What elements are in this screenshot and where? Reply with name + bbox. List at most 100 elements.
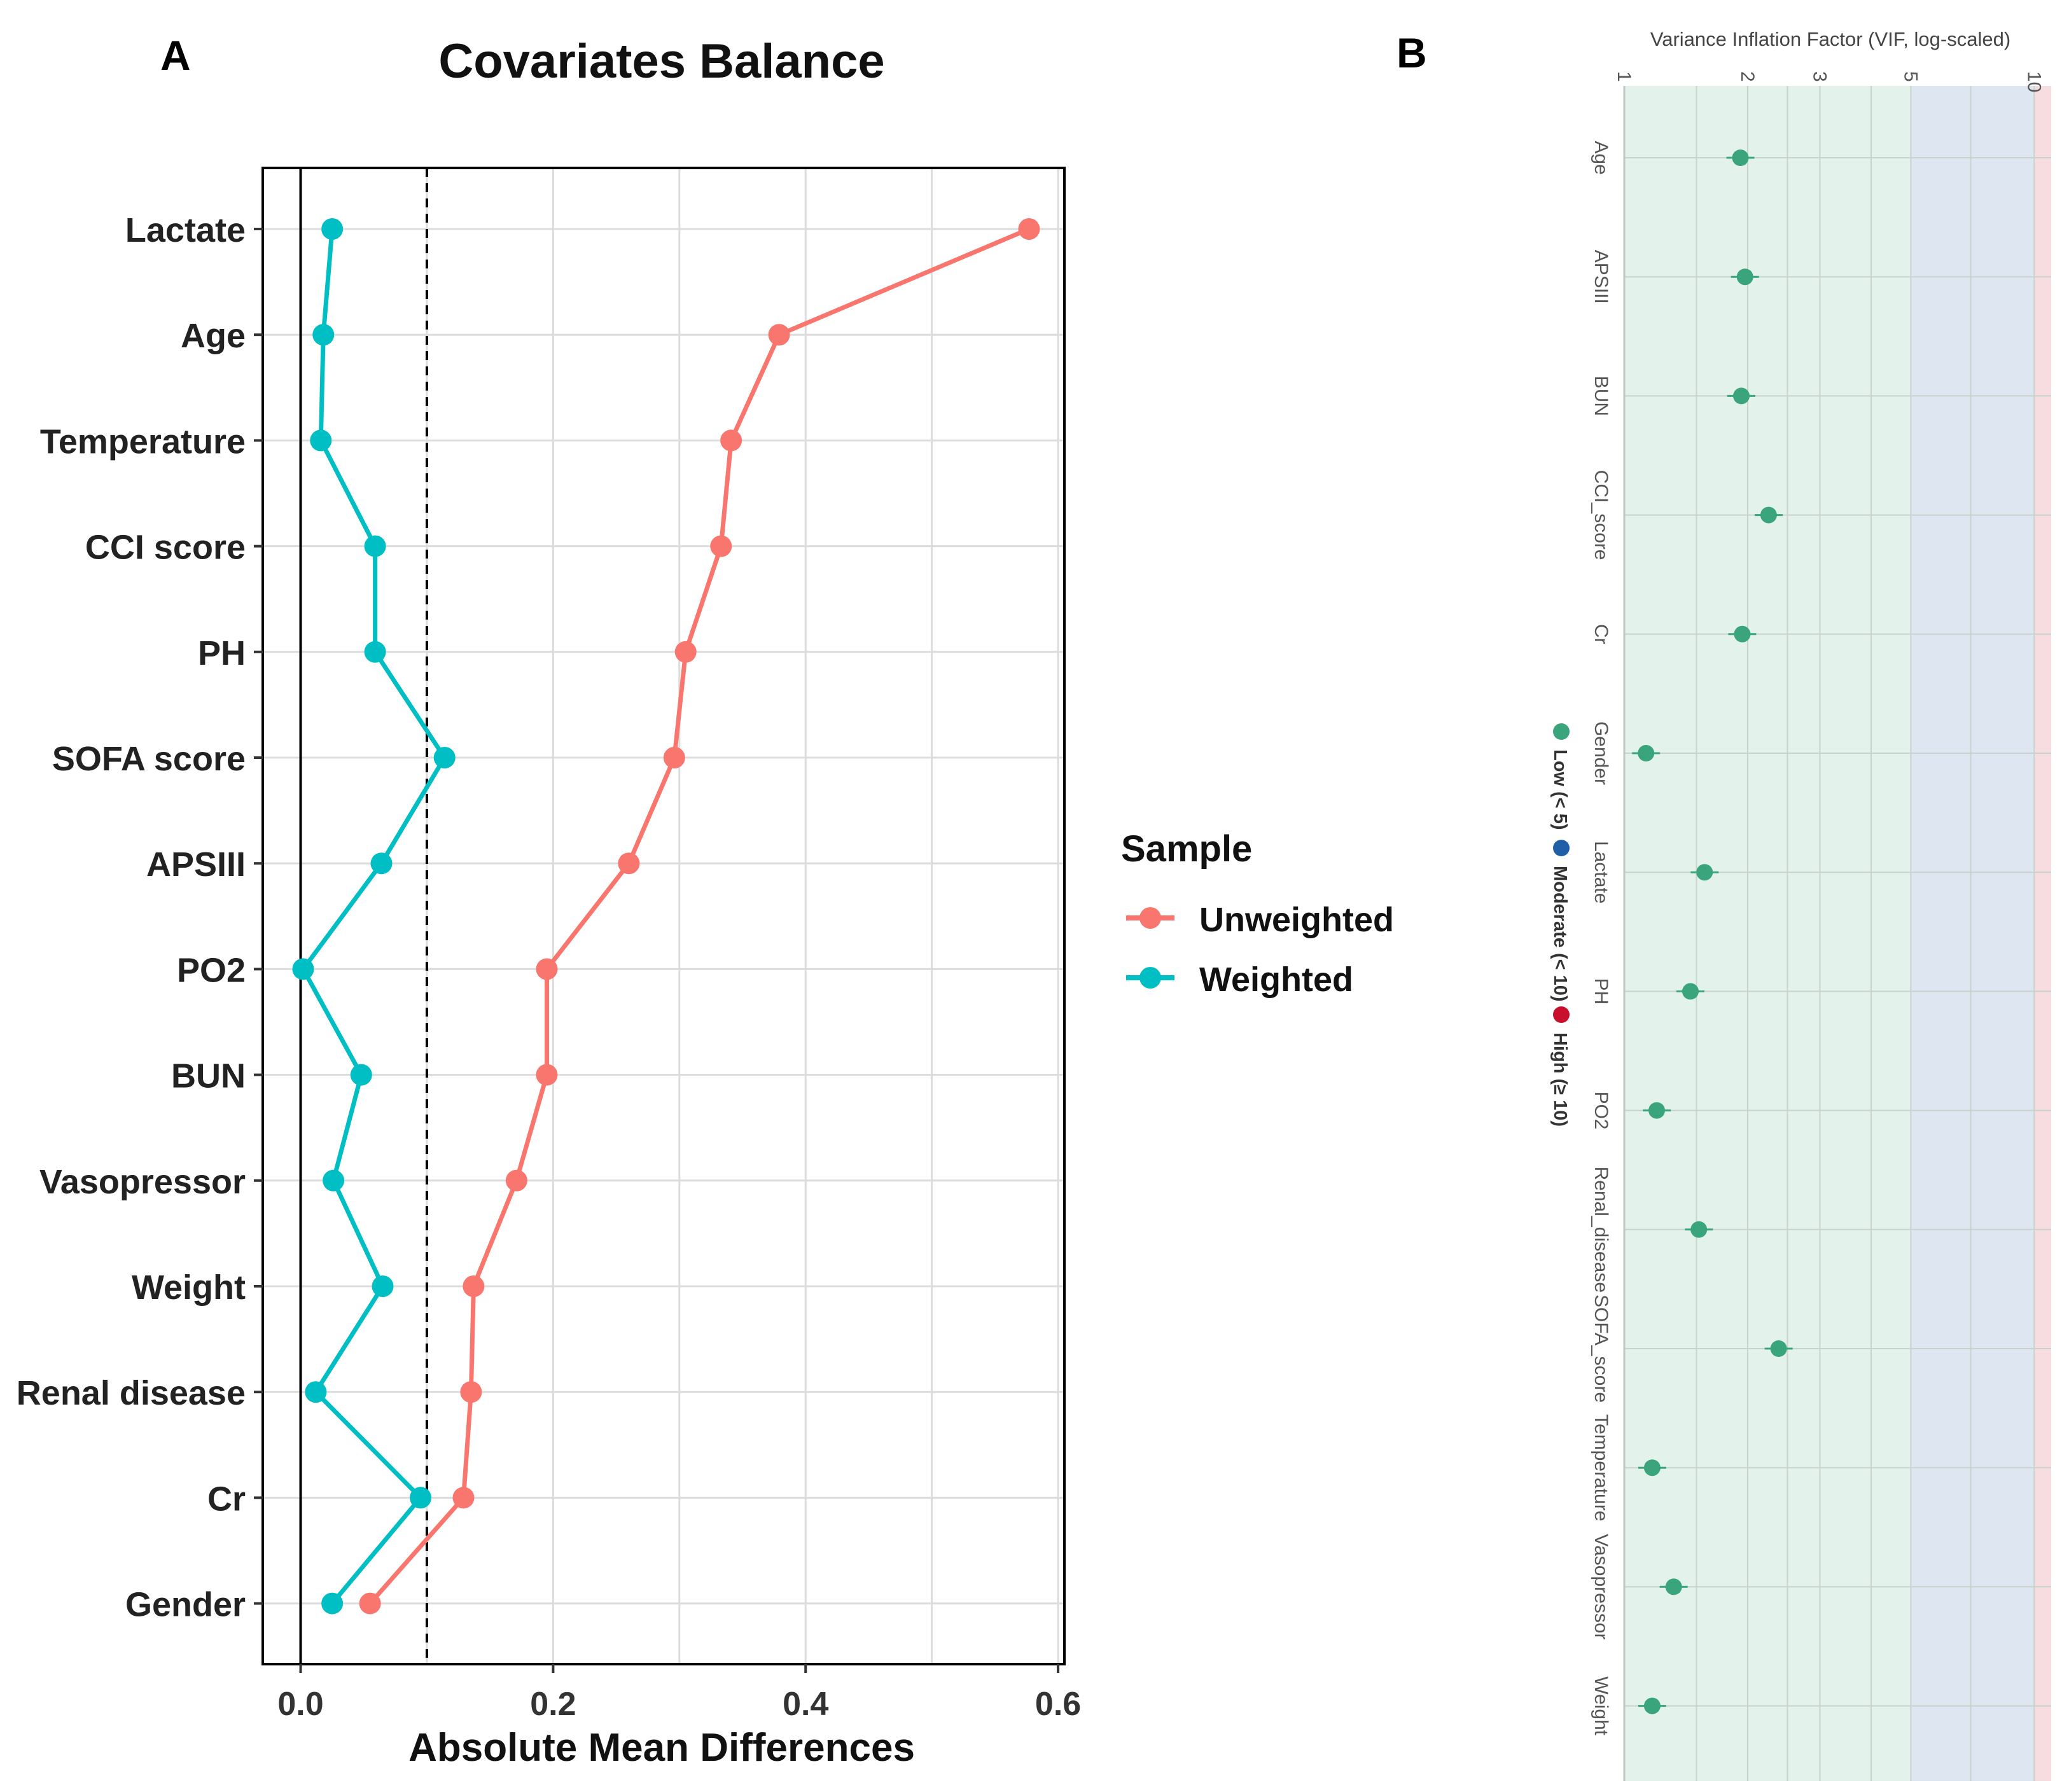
legend-marker-high	[1553, 1006, 1570, 1023]
x-tick-label: 0.0	[277, 1686, 323, 1723]
legend-label-moderate: Moderate (< 10)	[1550, 866, 1570, 1002]
plot-background	[263, 168, 1064, 1664]
point-unweighted-vasopressor	[505, 1169, 527, 1191]
point-unweighted-temperature	[720, 429, 742, 452]
point-unweighted-cci-score	[710, 535, 732, 557]
vif-point-weight	[1643, 1697, 1661, 1714]
x-axis-ticks: 0.0 0.2 0.4 0.6	[277, 1664, 1081, 1723]
y-tick-label-weight: Weight	[132, 1268, 246, 1307]
legend: Sample Unweighted Weighted	[1121, 828, 1394, 999]
point-weighted-lactate	[321, 218, 344, 240]
vif-category-cci-score: CCI_score	[1591, 470, 1612, 560]
y-tick-label-sofa-score: SOFA score	[52, 740, 246, 778]
vif-tick-label: 1	[1613, 71, 1634, 82]
y-tick-label-po2: PO2	[177, 951, 246, 989]
panel-a-label: A	[160, 32, 191, 79]
point-weighted-bun	[350, 1064, 372, 1086]
y-axis-ticks: Lactate Age Temperature CCI score PH SOFA sco…	[17, 211, 263, 1624]
y-tick-label-cr: Cr	[207, 1480, 246, 1518]
point-weighted-gender	[321, 1592, 344, 1615]
zone-high-10	[2034, 86, 2051, 1781]
panel-b-label: B	[1397, 29, 1427, 76]
vif-point-cr	[1734, 625, 1751, 642]
vif-category-age: Age	[1591, 141, 1612, 174]
vif-point-renal-disease	[1690, 1221, 1708, 1238]
legend-item-unweighted: Unweighted	[1126, 901, 1394, 939]
legend-label-low: Low (< 5)	[1550, 749, 1570, 830]
vif-category-temperature: Temperature	[1591, 1414, 1612, 1521]
vif-ticks: 1 2 3 5 10	[1613, 71, 2044, 92]
vif-axis-title: Variance Inflation Factor (VIF, log-scal…	[1650, 28, 2010, 50]
y-tick-label-vasopressor: Vasopressor	[39, 1163, 246, 1201]
vif-category-cr: Cr	[1591, 624, 1612, 644]
vif-tick-label: 5	[1900, 71, 1921, 82]
vif-tick-label: 3	[1809, 71, 1830, 82]
point-unweighted-weight	[463, 1275, 485, 1297]
point-weighted-temperature	[310, 429, 332, 452]
legend-item-weighted: Weighted	[1126, 961, 1353, 999]
vif-category-bun: BUN	[1591, 376, 1612, 416]
point-unweighted-age	[768, 324, 790, 346]
y-tick-label-apsiii: APSIII	[146, 845, 246, 884]
y-tick-label-ph: PH	[198, 634, 246, 672]
legend-label-high: High (≥ 10)	[1550, 1032, 1570, 1127]
legend-marker-moderate	[1553, 840, 1570, 856]
series-line-unweighted	[368, 226, 1030, 1605]
vif-category-ph: PH	[1591, 978, 1612, 1005]
vif-point-gender	[1638, 745, 1655, 761]
point-unweighted-lactate	[1018, 218, 1040, 240]
vif-point-ph	[1682, 983, 1699, 1000]
point-unweighted-ph	[674, 641, 697, 663]
vif-point-apsiii	[1736, 268, 1753, 286]
vif-category-sofa-score: SOFA_score	[1591, 1295, 1612, 1403]
point-weighted-po2	[292, 958, 314, 980]
legend-title: Sample	[1121, 828, 1252, 870]
series-points	[292, 218, 1040, 1615]
vif-category-weight: Weight	[1591, 1676, 1612, 1735]
chart-title: Covariates Balance	[438, 34, 884, 88]
point-weighted-age	[312, 324, 335, 346]
vif-point-vasopressor	[1665, 1578, 1682, 1595]
vif-points	[1632, 149, 1793, 1714]
vif-point-age	[1732, 149, 1749, 166]
point-weighted-ph	[364, 641, 386, 663]
series-line-weighted	[301, 228, 447, 1605]
point-unweighted-po2	[536, 958, 558, 980]
vif-category-po2: PO2	[1591, 1092, 1612, 1130]
point-weighted-weight	[372, 1275, 394, 1297]
legend-label-unweighted: Unweighted	[1199, 901, 1394, 939]
vif-category-apsiii: APSIII	[1591, 250, 1612, 304]
panel-b-vif: B Variance Inflation Factor (VIF, log-sc…	[1397, 28, 2051, 1781]
x-tick-label: 0.2	[530, 1686, 576, 1723]
point-weighted-cci-score	[364, 535, 386, 557]
series-lines	[301, 226, 1030, 1605]
vif-category-gender: Gender	[1591, 721, 1612, 785]
vif-zones	[1624, 86, 2051, 1781]
point-unweighted-bun	[536, 1064, 558, 1086]
legend-label-weighted: Weighted	[1199, 961, 1353, 999]
point-unweighted-apsiii	[618, 852, 640, 875]
vif-tick-label: 10	[2023, 71, 2044, 92]
y-tick-label-lactate: Lactate	[125, 211, 246, 249]
y-tick-label-renal-disease: Renal disease	[17, 1374, 246, 1412]
zone-moderate-10	[1911, 86, 2035, 1781]
y-tick-label-age: Age	[181, 317, 246, 355]
point-weighted-apsiii	[370, 852, 393, 875]
y-tick-label-temperature: Temperature	[40, 422, 246, 461]
vif-category-renal-disease: Renal_disease	[1591, 1167, 1612, 1293]
point-weighted-vasopressor	[323, 1169, 345, 1191]
y-tick-label-bun: BUN	[171, 1057, 246, 1095]
vif-grid	[1623, 86, 2051, 1781]
vif-legend: Low (< 5) Moderate (< 10) High (≥ 10)	[1550, 723, 1570, 1127]
point-weighted-sofa-score	[433, 747, 456, 768]
y-tick-label-cci-score: CCI score	[85, 529, 246, 567]
point-unweighted-cr	[452, 1487, 475, 1509]
x-tick-label: 0.4	[783, 1686, 828, 1723]
panel-a-covariate-balance: A Covariates Balance 0.0 0.2 0.4 0.6 Lactat…	[17, 32, 1394, 1770]
point-weighted-cr	[410, 1487, 432, 1509]
vif-category-lactate: Lactate	[1591, 841, 1612, 903]
point-unweighted-sofa-score	[663, 747, 685, 768]
vif-point-temperature	[1643, 1459, 1661, 1476]
plot-area	[261, 167, 1066, 1665]
